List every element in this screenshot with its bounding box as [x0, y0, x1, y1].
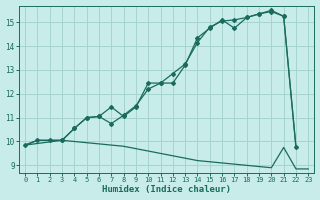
- X-axis label: Humidex (Indice chaleur): Humidex (Indice chaleur): [102, 185, 231, 194]
